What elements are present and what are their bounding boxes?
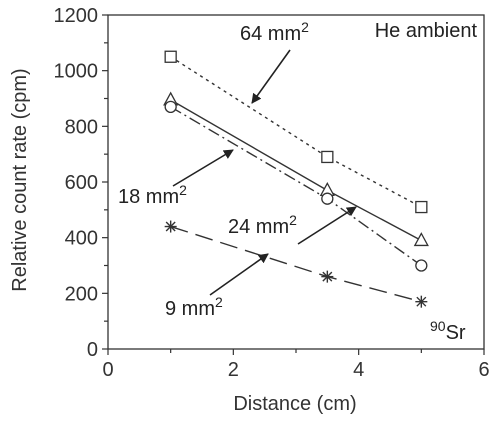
annotation-layer: 64 mm2 18 mm2 24 mm2 9 mm2 He ambient 90Sr [118,19,477,344]
series-line-24-mm2 [170,106,422,267]
annotation-1: 18 mm2 [118,182,187,208]
asterisk-marker [321,270,334,283]
x-tick-label: 6 [478,359,489,381]
annotation-arrow [297,206,357,245]
series-line-64-mm2 [170,56,422,208]
y-tick-label: 200 [65,283,98,305]
y-tick-label: 600 [65,172,98,194]
x-tick-label: 0 [102,359,113,381]
square-marker [415,200,428,214]
annotation-2: 24 mm2 [228,212,297,238]
triangle-marker [413,232,429,247]
circle-marker [415,259,428,272]
y-tick-label: 0 [87,339,98,361]
y-tick-label: 800 [65,116,98,138]
series-layer [170,56,422,303]
ticks: 0 2 4 6 0 200 400 600 800 1000 1200 [54,5,490,381]
x-axis-label: Distance (cm) [233,393,356,415]
square-marker [321,150,334,164]
annotation-arrow [172,149,234,187]
annotation-3: 9 mm2 [165,294,223,320]
square-marker [164,50,177,63]
annotation-4: He ambient [375,20,478,42]
marker-layer [163,50,429,308]
annotation-5: 90Sr [430,318,466,344]
y-tick-label: 400 [65,228,98,250]
series-line-9-mm2 [170,225,422,303]
y-tick-label: 1000 [54,61,99,83]
annotation-0: 64 mm2 [240,19,309,45]
x-tick-label: 4 [353,359,364,381]
y-tick-label: 1200 [54,5,99,27]
annotation-arrow [209,253,269,296]
asterisk-marker [415,295,428,308]
asterisk-marker [164,220,177,233]
x-tick-label: 2 [228,359,239,381]
annotation-arrow [251,49,291,104]
y-axis-label: Relative count rate (cpm) [9,68,31,291]
circle-marker [164,100,177,113]
circle-marker [321,192,334,205]
